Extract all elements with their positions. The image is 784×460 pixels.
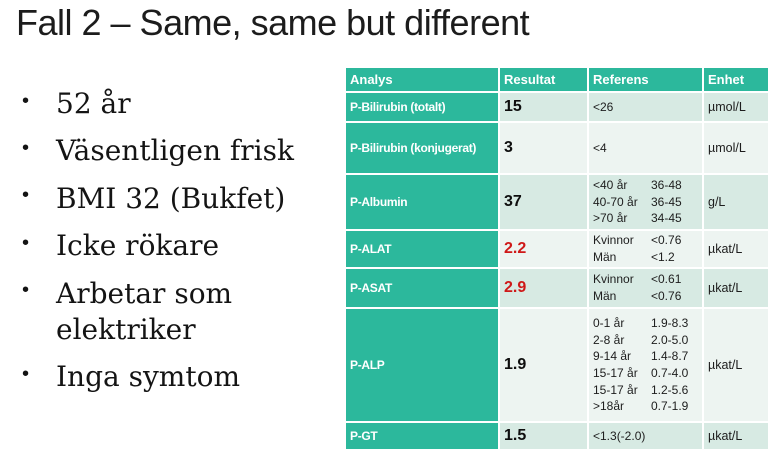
slide-title: Fall 2 – Same, same but different: [16, 2, 530, 43]
enhet-cell: µkat/L: [704, 309, 768, 421]
lab-table-body: P-Bilirubin (totalt) 15 <26 µmol/L P-Bilirub…: [346, 93, 768, 449]
column-header-referens: Referens: [589, 68, 702, 91]
referens-line: 2-8 år 2.0-5.0: [593, 332, 689, 347]
column-header-enhet: Enhet: [704, 68, 768, 91]
resultat-cell: 1.5: [500, 423, 587, 449]
resultat-cell: 3: [500, 123, 587, 173]
bullet-list: 52 år Väsentligen frisk BMI 32 (Bukfet) Ick…: [18, 86, 330, 407]
resultat-cell: 2.2: [500, 231, 587, 267]
analys-cell: P-Albumin: [346, 175, 498, 229]
table-row: P-Bilirubin (totalt) 15 <26 µmol/L: [346, 93, 768, 121]
referens-cell: <40 år 36-48 40-70 år 36-45 >70 år 34-45: [589, 175, 702, 229]
bullet-item: BMI 32 (Bukfet): [18, 181, 330, 217]
analys-cell: P-Bilirubin (totalt): [346, 93, 498, 121]
lab-table-header-row: Analys Resultat Referens Enhet: [346, 68, 768, 91]
referens-cell: <4: [589, 123, 702, 173]
bullet-item: Icke rökare: [18, 228, 330, 264]
lab-results-table: Analys Resultat Referens Enhet P-Bilirubin …: [344, 66, 770, 451]
enhet-cell: µkat/L: [704, 423, 768, 449]
bullet-item: 52 år: [18, 86, 330, 122]
enhet-cell: µmol/L: [704, 123, 768, 173]
referens-cell: <26: [589, 93, 702, 121]
referens-cell: <1.3(-2.0): [589, 423, 702, 449]
enhet-cell: µmol/L: [704, 93, 768, 121]
table-row: P-ALAT 2.2 Kvinnor <0.76 Män <1.2 µkat/L: [346, 231, 768, 267]
resultat-cell: 15: [500, 93, 587, 121]
referens-line: <4: [593, 140, 607, 155]
table-row: P-ALP 1.9 0-1 år 1.9-8.3 2-8 år 2.0-5.0 9-14 å…: [346, 309, 768, 421]
referens-cell: Kvinnor <0.61 Män <0.76: [589, 269, 702, 307]
referens-line: >18år 0.7-1.9: [593, 399, 689, 414]
analys-cell: P-GT: [346, 423, 498, 449]
table-row: P-GT 1.5 <1.3(-2.0) µkat/L: [346, 423, 768, 449]
analys-cell: P-ALP: [346, 309, 498, 421]
referens-line: Kvinnor <0.76: [593, 233, 682, 248]
referens-line: 15-17 år 1.2-5.6: [593, 382, 689, 397]
resultat-cell: 2.9: [500, 269, 587, 307]
referens-line: 15-17 år 0.7-4.0: [593, 366, 689, 380]
enhet-cell: µkat/L: [704, 231, 768, 267]
table-row: P-Albumin 37 <40 år 36-48 40-70 år 36-45 >70 å…: [346, 175, 768, 229]
referens-line: >70 år 34-45: [593, 211, 682, 226]
referens-line: 0-1 år 1.9-8.3: [593, 316, 689, 331]
referens-line: 9-14 år 1.4-8.7: [593, 349, 689, 364]
lab-table: Analys Resultat Referens Enhet P-Bilirubin …: [344, 66, 770, 451]
referens-line: Män <1.2: [593, 250, 675, 264]
referens-cell: 0-1 år 1.9-8.3 2-8 år 2.0-5.0 9-14 år 1.4-8.7…: [589, 309, 702, 421]
referens-line: Kvinnor <0.61: [593, 272, 682, 287]
analys-cell: P-ASAT: [346, 269, 498, 307]
referens-line: <1.3(-2.0): [593, 428, 646, 443]
table-row: P-ASAT 2.9 Kvinnor <0.61 Män <0.76 µkat/L: [346, 269, 768, 307]
resultat-cell: 1.9: [500, 309, 587, 421]
referens-line: <26: [593, 99, 614, 114]
enhet-cell: g/L: [704, 175, 768, 229]
bullet-item: Inga symtom: [18, 359, 330, 395]
bullet-item: Arbetar som elektriker: [18, 276, 330, 349]
resultat-cell: 37: [500, 175, 587, 229]
referens-cell: Kvinnor <0.76 Män <1.2: [589, 231, 702, 267]
column-header-resultat: Resultat: [500, 68, 587, 91]
referens-line: 40-70 år 36-45: [593, 194, 682, 209]
enhet-cell: µkat/L: [704, 269, 768, 307]
table-row: P-Bilirubin (konjugerat) 3 <4 µmol/L: [346, 123, 768, 173]
bullet-item: Väsentligen frisk: [18, 133, 330, 169]
referens-line: Män <0.76: [593, 289, 682, 303]
column-header-analys: Analys: [346, 68, 498, 91]
referens-line: <40 år 36-48: [593, 178, 682, 193]
analys-cell: P-ALAT: [346, 231, 498, 267]
analys-cell: P-Bilirubin (konjugerat): [346, 123, 498, 173]
